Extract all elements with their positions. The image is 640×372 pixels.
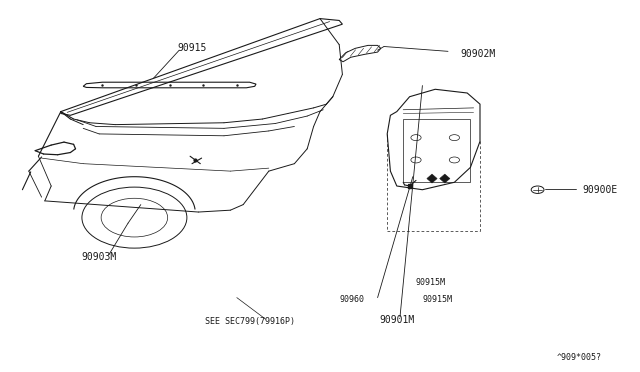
Text: 90902M: 90902M xyxy=(461,49,496,59)
Text: 90903M: 90903M xyxy=(81,252,117,262)
Polygon shape xyxy=(427,174,437,183)
Text: 90900E: 90900E xyxy=(582,185,618,195)
Text: 90915M: 90915M xyxy=(416,278,446,287)
Text: 90915: 90915 xyxy=(177,44,207,53)
Text: ^909*005?: ^909*005? xyxy=(557,353,602,362)
Polygon shape xyxy=(440,174,450,183)
Text: 90915M: 90915M xyxy=(422,295,452,304)
Text: 90901M: 90901M xyxy=(379,315,415,325)
Text: 90960: 90960 xyxy=(340,295,365,304)
Text: SEE SEC799(79916P): SEE SEC799(79916P) xyxy=(205,317,294,326)
